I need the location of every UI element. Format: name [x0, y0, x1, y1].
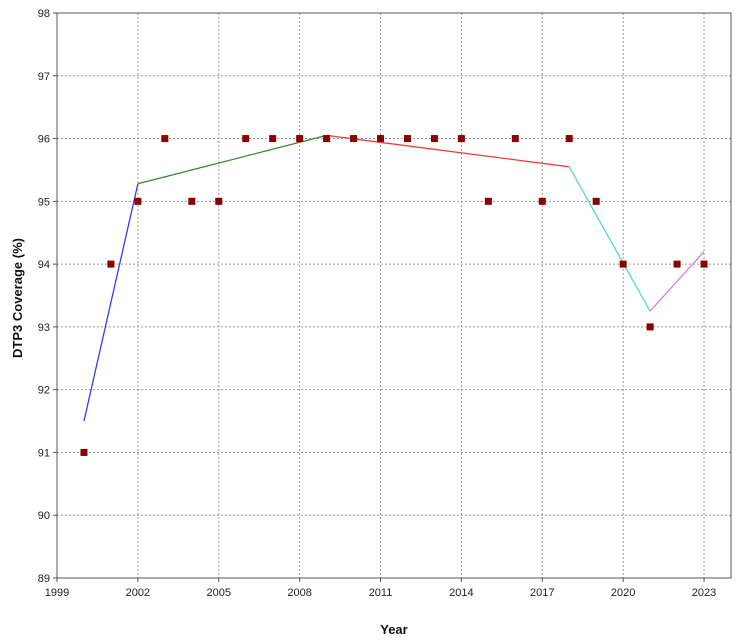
data-point: [161, 135, 169, 143]
data-point: [619, 260, 627, 268]
plot-frame: [56, 12, 732, 579]
x-tick-label: 2014: [449, 587, 473, 599]
y-tick-label: 89: [38, 573, 50, 585]
data-point: [646, 323, 654, 331]
trend-segment: [649, 251, 705, 312]
data-point: [107, 260, 115, 268]
x-tick-label: 2023: [692, 587, 716, 599]
x-tick-label: 2002: [126, 587, 150, 599]
data-point: [269, 135, 277, 143]
data-point: [430, 135, 438, 143]
y-tick-label: 91: [38, 447, 50, 459]
trend-segment: [83, 183, 139, 422]
data-point: [592, 197, 600, 205]
data-point: [80, 448, 88, 456]
x-tick-label: 2011: [369, 587, 393, 599]
data-point: [565, 135, 573, 143]
trend-segment: [326, 134, 570, 168]
y-tick-label: 90: [38, 510, 50, 522]
data-point: [403, 135, 411, 143]
data-point: [296, 135, 304, 143]
axes: [53, 12, 732, 582]
x-axis-title: Year: [380, 622, 407, 637]
data-point: [188, 197, 196, 205]
data-point: [538, 197, 546, 205]
data-point: [457, 135, 465, 143]
x-tick-label: 2008: [287, 587, 311, 599]
data-point: [700, 260, 708, 268]
data-point: [134, 197, 142, 205]
x-tick-label: 2017: [530, 587, 554, 599]
y-tick-label: 94: [38, 259, 50, 271]
data-point: [377, 135, 385, 143]
trend-lines: [83, 134, 705, 422]
y-tick-label: 95: [38, 196, 50, 208]
y-tick-label: 93: [38, 322, 50, 334]
y-tick-label: 98: [38, 8, 50, 20]
y-axis-title: DTP3 Coverage (%): [10, 238, 25, 358]
x-tick-label: 1999: [45, 587, 69, 599]
grid: [57, 13, 731, 578]
data-point: [215, 197, 223, 205]
data-points: [80, 135, 708, 456]
data-point: [350, 135, 358, 143]
y-tick-label: 92: [38, 385, 50, 397]
data-point: [484, 197, 492, 205]
trend-segment: [137, 134, 327, 185]
data-point: [511, 135, 519, 143]
y-tick-label: 96: [38, 134, 50, 146]
data-point: [242, 135, 250, 143]
trend-segment: [568, 166, 651, 312]
y-tick-label: 97: [38, 71, 50, 83]
tick-labels: 89 90 91 92 93 94 95 96 97 98 1999 2002 2005 2008 2011…: [38, 8, 717, 599]
x-tick-label: 2020: [611, 587, 635, 599]
data-point: [323, 135, 331, 143]
x-tick-label: 2005: [207, 587, 231, 599]
data-point: [673, 260, 681, 268]
